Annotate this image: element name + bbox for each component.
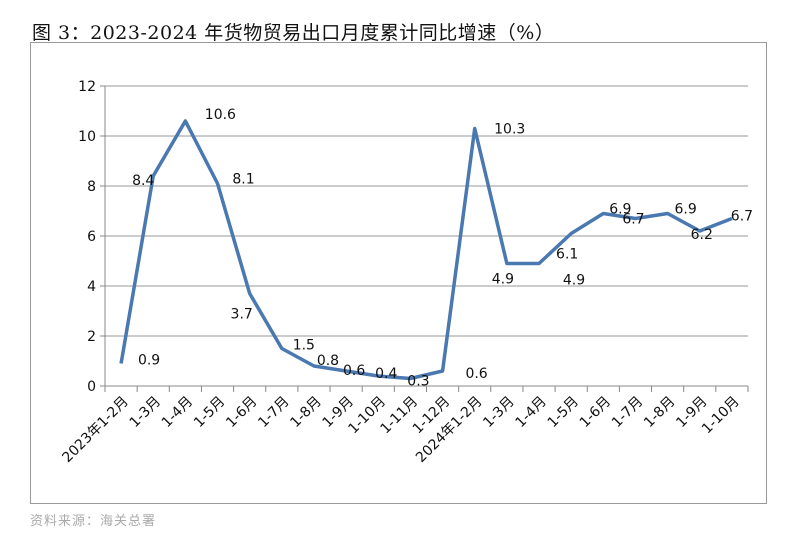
data-label: 0.9 [138,353,160,369]
y-tick-label: 4 [87,279,96,295]
data-label: 6.1 [556,247,578,263]
y-tick-label: 0 [87,379,96,395]
x-tick-label: 1-8月 [641,394,678,431]
data-label: 10.3 [494,122,525,138]
x-tick-label: 1-8月 [287,394,324,431]
x-tick-label: 1-3月 [480,394,517,431]
data-label: 0.6 [343,363,365,379]
x-tick-label: 1-6月 [223,394,260,431]
x-tick-label: 1-5月 [191,394,228,431]
x-tick-label: 1-5月 [545,394,582,431]
series-line [119,119,733,381]
x-tick-label: 1-7月 [609,394,646,431]
data-label: 3.7 [231,307,253,323]
data-label: 6.9 [609,202,631,218]
x-tick-label: 1-3月 [127,394,164,431]
data-label: 0.8 [317,353,339,369]
data-label: 4.9 [563,273,585,289]
y-tick-label: 10 [78,129,96,145]
source-note: 资料来源：海关总署 [30,514,157,529]
y-tick-label: 8 [87,179,96,195]
data-label: 6.2 [691,227,713,243]
data-label: 10.6 [205,107,236,123]
y-tick-label: 6 [87,229,96,245]
x-tick-label: 2023年1-2月 [59,394,131,466]
x-tick-label: 1-4月 [512,394,549,431]
chart-frame [30,42,767,504]
data-label: 6.7 [731,209,753,225]
data-label: 6.9 [674,202,696,218]
data-label: 0.4 [375,366,397,382]
data-label: 8.1 [232,172,254,188]
data-label: 8.4 [132,173,154,189]
data-label: 1.5 [293,338,315,354]
x-tick-label: 1-6月 [577,394,614,431]
y-tick-label: 2 [87,329,96,345]
chart-title: 图 3：2023-2024 年货物贸易出口月度累计同比增速（%） [32,22,555,44]
data-label: 0.3 [407,374,429,390]
data-label: 6.7 [622,212,644,228]
y-tick-label: 12 [78,79,96,95]
x-tick-label: 1-7月 [255,394,292,431]
data-label: 4.9 [492,272,514,288]
x-tick-label: 1-4月 [159,394,196,431]
data-label: 0.6 [465,366,487,382]
